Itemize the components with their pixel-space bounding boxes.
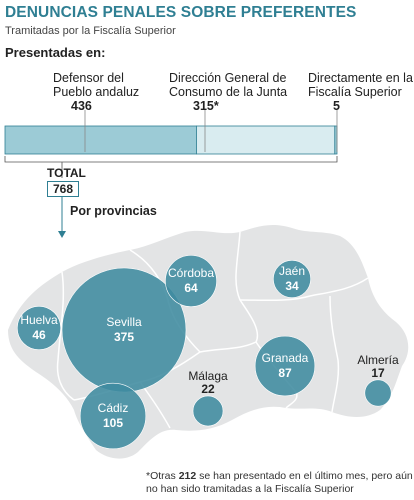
province-circle xyxy=(273,260,311,298)
section-label: Presentadas en: xyxy=(5,45,106,60)
footnote-text: se han presentado en el último mes, pero… xyxy=(146,470,413,495)
channel-bars xyxy=(4,125,338,155)
province-value: 34 xyxy=(285,279,299,293)
province-name: Almería xyxy=(357,353,399,367)
province-value: 46 xyxy=(32,328,46,342)
channel-name: Dirección General de Consumo de la Junta xyxy=(169,71,288,99)
footnote-prefix: *Otras xyxy=(146,470,179,482)
province-name: Granada xyxy=(262,351,309,365)
bar-segment xyxy=(4,125,197,155)
province-circle xyxy=(165,255,217,307)
province-value: 375 xyxy=(114,330,134,344)
total-label: TOTAL xyxy=(47,166,86,180)
province-name: Málaga xyxy=(188,369,228,383)
province-value: 105 xyxy=(103,416,123,430)
arrow-icon xyxy=(58,197,66,238)
channel-value: 5 xyxy=(333,99,340,113)
province-circle xyxy=(364,379,392,407)
province-circle xyxy=(192,395,224,427)
channel-label-fiscalia: Directamente en la Fiscalía Superior 5 xyxy=(308,71,414,113)
province-circle xyxy=(16,305,62,351)
chart-title: DENUNCIAS PENALES SOBRE PREFERENTES xyxy=(5,4,357,21)
bar-segment xyxy=(196,125,336,155)
channel-name: Directamente en la Fiscalía Superior xyxy=(308,71,413,99)
province-name: Córdoba xyxy=(168,266,214,280)
province-name: Jaén xyxy=(279,264,305,278)
channel-label-defensor: Defensor del Pueblo andaluz 436 xyxy=(53,71,141,113)
province-value: 87 xyxy=(278,366,292,380)
chart-subtitle: Tramitadas por la Fiscalía Superior xyxy=(5,25,176,37)
channel-label-consumo: Dirección General de Consumo de la Junta… xyxy=(169,71,297,113)
channel-name: Defensor del Pueblo andaluz xyxy=(53,71,140,99)
province-circle xyxy=(254,335,316,397)
provinces-label: Por provincias xyxy=(70,204,157,218)
footnote-value: 212 xyxy=(178,470,197,482)
province-value: 64 xyxy=(184,281,198,295)
channel-value: 315* xyxy=(193,99,219,113)
total-value: 768 xyxy=(47,181,79,197)
total-bracket xyxy=(4,156,338,178)
province-name: Huelva xyxy=(20,313,58,327)
channel-value: 436 xyxy=(71,99,92,113)
footnote: *Otras 212 se han presentado en el últim… xyxy=(146,470,414,496)
province-name: Cádiz xyxy=(98,401,129,415)
province-name: Sevilla xyxy=(106,315,142,329)
province-circle xyxy=(79,382,147,450)
province-value: 17 xyxy=(371,366,385,380)
leader-lines xyxy=(84,110,338,152)
province-value: 22 xyxy=(201,382,215,396)
